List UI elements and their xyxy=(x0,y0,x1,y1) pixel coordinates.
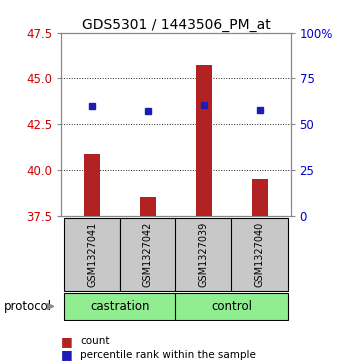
Text: ■: ■ xyxy=(61,335,73,348)
Bar xyxy=(175,293,288,320)
Text: GSM1327040: GSM1327040 xyxy=(255,221,265,287)
Bar xyxy=(231,217,288,291)
Bar xyxy=(252,179,268,216)
Text: castration: castration xyxy=(90,300,150,313)
Text: GSM1327041: GSM1327041 xyxy=(87,221,97,287)
Bar xyxy=(140,197,156,216)
Text: GSM1327039: GSM1327039 xyxy=(199,221,209,287)
Bar xyxy=(120,217,176,291)
Title: GDS5301 / 1443506_PM_at: GDS5301 / 1443506_PM_at xyxy=(82,18,270,32)
Bar xyxy=(64,217,120,291)
Bar xyxy=(84,154,100,216)
Text: ■: ■ xyxy=(61,348,73,362)
Text: GSM1327042: GSM1327042 xyxy=(143,221,153,287)
Bar xyxy=(64,293,176,320)
Text: protocol: protocol xyxy=(4,300,52,313)
Bar xyxy=(175,217,232,291)
Text: percentile rank within the sample: percentile rank within the sample xyxy=(80,350,256,360)
Text: count: count xyxy=(80,336,110,346)
Bar xyxy=(196,65,212,216)
Text: control: control xyxy=(211,300,252,313)
